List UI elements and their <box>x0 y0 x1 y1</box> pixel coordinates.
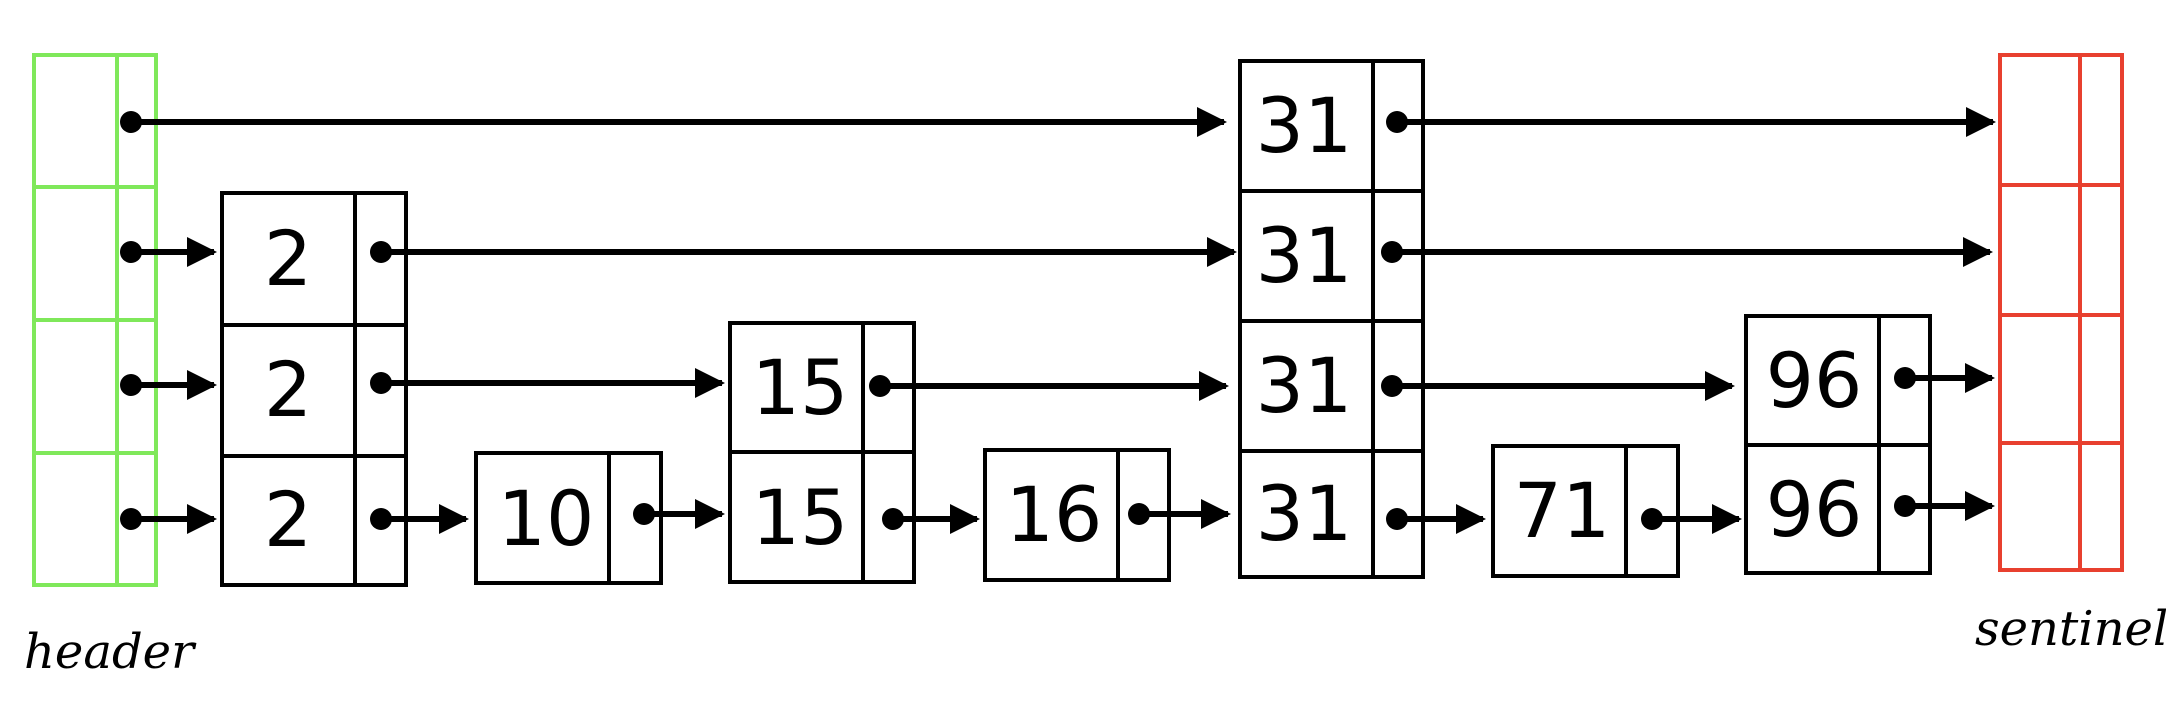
node-key: 31 <box>1256 341 1353 430</box>
node-key: 15 <box>752 343 849 432</box>
node-71: 71 <box>1491 444 1680 578</box>
node-key: 31 <box>1256 211 1353 300</box>
header-label: header <box>24 624 197 680</box>
level-2-links <box>120 237 1993 267</box>
node-key: 2 <box>264 214 312 303</box>
node-key: 2 <box>264 475 312 564</box>
node-key: 15 <box>752 473 849 562</box>
node-key: 10 <box>498 474 595 563</box>
level-1-links <box>120 363 1995 401</box>
level-3-links <box>120 107 1996 137</box>
node-96: 96 96 <box>1744 314 1932 575</box>
node-key: 96 <box>1766 336 1863 425</box>
node-10: 10 <box>474 451 663 585</box>
node-key: 31 <box>1256 469 1353 558</box>
node-key: 71 <box>1514 466 1611 555</box>
sentinel-node <box>1998 53 2124 572</box>
node-key: 2 <box>264 345 312 434</box>
header-node <box>32 53 158 587</box>
node-31: 31 31 31 31 <box>1238 59 1425 579</box>
node-2: 2 2 2 <box>220 191 408 587</box>
node-15: 15 15 <box>728 321 916 584</box>
node-key: 96 <box>1766 465 1863 554</box>
sentinel-label: sentinel <box>1975 601 2166 657</box>
node-key: 31 <box>1256 81 1353 170</box>
node-key: 16 <box>1006 470 1103 559</box>
level-0-links <box>120 491 1995 534</box>
